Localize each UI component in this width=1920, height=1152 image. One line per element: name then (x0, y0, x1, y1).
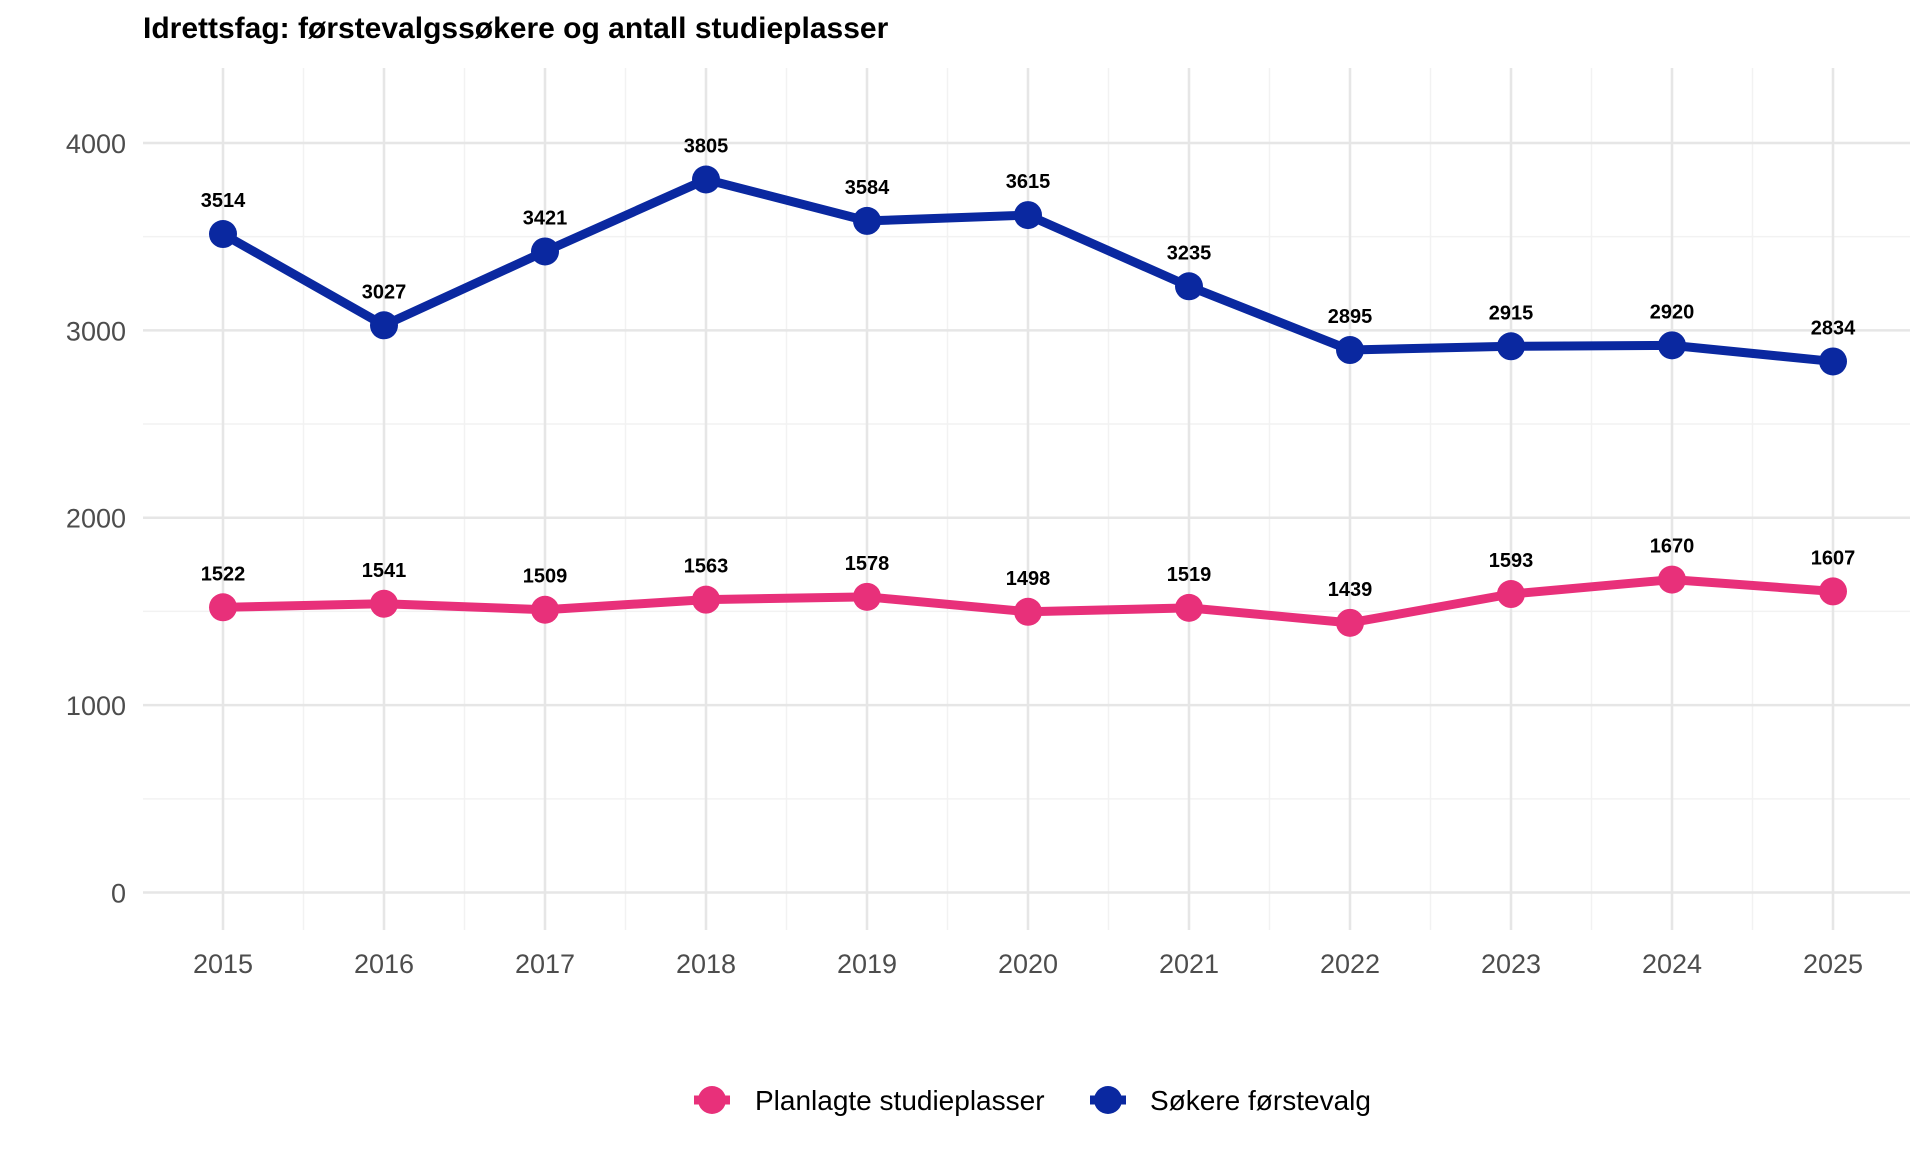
data-label: 3805 (684, 135, 729, 157)
x-tick-label: 2019 (837, 949, 897, 979)
y-tick-label: 2000 (66, 504, 126, 534)
data-label: 3584 (845, 177, 890, 199)
data-point (1819, 577, 1847, 606)
data-label: 1607 (1811, 547, 1856, 569)
data-point (1497, 332, 1525, 361)
x-tick-label: 2018 (676, 949, 736, 979)
y-tick-label: 3000 (66, 316, 126, 346)
y-axis-ticks: 0 1000 2000 3000 4000 (66, 129, 126, 909)
data-point (209, 220, 237, 249)
data-label: 2915 (1489, 302, 1534, 324)
legend-key-marker (1094, 1086, 1122, 1114)
data-label: 3615 (1006, 171, 1051, 193)
data-label: 2895 (1328, 306, 1373, 328)
data-label: 1498 (1006, 568, 1051, 590)
data-label: 1563 (684, 556, 729, 578)
data-point (853, 206, 881, 235)
x-tick-label: 2022 (1320, 949, 1380, 979)
x-tick-label: 2016 (354, 949, 414, 979)
x-tick-label: 2017 (515, 949, 575, 979)
data-point (209, 593, 237, 622)
data-point (1014, 201, 1042, 230)
data-point (692, 585, 720, 614)
data-point (1014, 597, 1042, 626)
series-lines (209, 165, 1847, 637)
data-label: 1439 (1328, 579, 1373, 601)
data-point (531, 237, 559, 266)
x-tick-label: 2021 (1159, 949, 1219, 979)
legend-label: Planlagte studieplasser (755, 1085, 1045, 1116)
data-label: 1519 (1167, 564, 1212, 586)
data-point (1658, 331, 1686, 360)
data-point (1336, 608, 1364, 637)
data-label: 3421 (523, 207, 568, 229)
data-label: 3027 (362, 281, 407, 303)
data-label: 3235 (1167, 242, 1212, 264)
data-label: 2834 (1811, 317, 1856, 339)
legend: Planlagte studieplasser Søkere førstevalg (694, 1085, 1371, 1116)
grid-lines (143, 68, 1910, 930)
data-label: 1509 (523, 566, 568, 588)
x-axis-ticks: 2015 2016 2017 2018 2019 2020 2021 2022 2023 2024… (193, 949, 1863, 979)
data-label: 1593 (1489, 550, 1534, 572)
x-tick-label: 2024 (1642, 949, 1702, 979)
y-tick-label: 0 (111, 879, 126, 909)
data-point (370, 311, 398, 340)
y-tick-label: 1000 (66, 691, 126, 721)
data-point (1819, 347, 1847, 376)
data-point (1175, 593, 1203, 622)
legend-key-marker (698, 1086, 726, 1114)
data-label: 1541 (362, 560, 407, 582)
x-tick-label: 2025 (1803, 949, 1863, 979)
data-point (531, 595, 559, 624)
data-point (1175, 272, 1203, 301)
x-tick-label: 2015 (193, 949, 253, 979)
data-label: 3514 (201, 190, 246, 212)
data-point (1336, 336, 1364, 365)
data-label: 2920 (1650, 301, 1695, 323)
x-tick-label: 2023 (1481, 949, 1541, 979)
data-label: 1522 (201, 563, 246, 585)
data-point (1658, 565, 1686, 594)
x-tick-label: 2020 (998, 949, 1058, 979)
data-label: 1670 (1650, 536, 1695, 558)
data-point (692, 165, 720, 194)
data-point (1497, 580, 1525, 609)
data-point (370, 589, 398, 618)
y-tick-label: 4000 (66, 129, 126, 159)
data-label: 1578 (845, 553, 890, 575)
data-point (853, 582, 881, 611)
legend-label: Søkere førstevalg (1150, 1085, 1371, 1116)
data-labels: 1522 1541 1509 1563 1578 1498 1519 1439 1593 1670… (201, 135, 1856, 600)
chart-title: Idrettsfag: førstevalgssøkere og antall … (143, 12, 889, 45)
